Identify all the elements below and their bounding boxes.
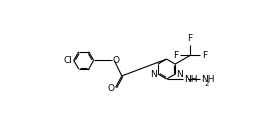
Text: O: O xyxy=(107,84,114,93)
Text: NH: NH xyxy=(184,74,197,84)
Text: F: F xyxy=(188,34,193,43)
Text: NH: NH xyxy=(201,74,215,84)
Text: N: N xyxy=(150,70,157,78)
Text: N: N xyxy=(176,70,183,78)
Text: F: F xyxy=(202,51,207,60)
Text: 2: 2 xyxy=(205,81,209,87)
Text: O: O xyxy=(112,56,119,65)
Text: Cl: Cl xyxy=(63,56,72,65)
Text: F: F xyxy=(173,51,178,60)
